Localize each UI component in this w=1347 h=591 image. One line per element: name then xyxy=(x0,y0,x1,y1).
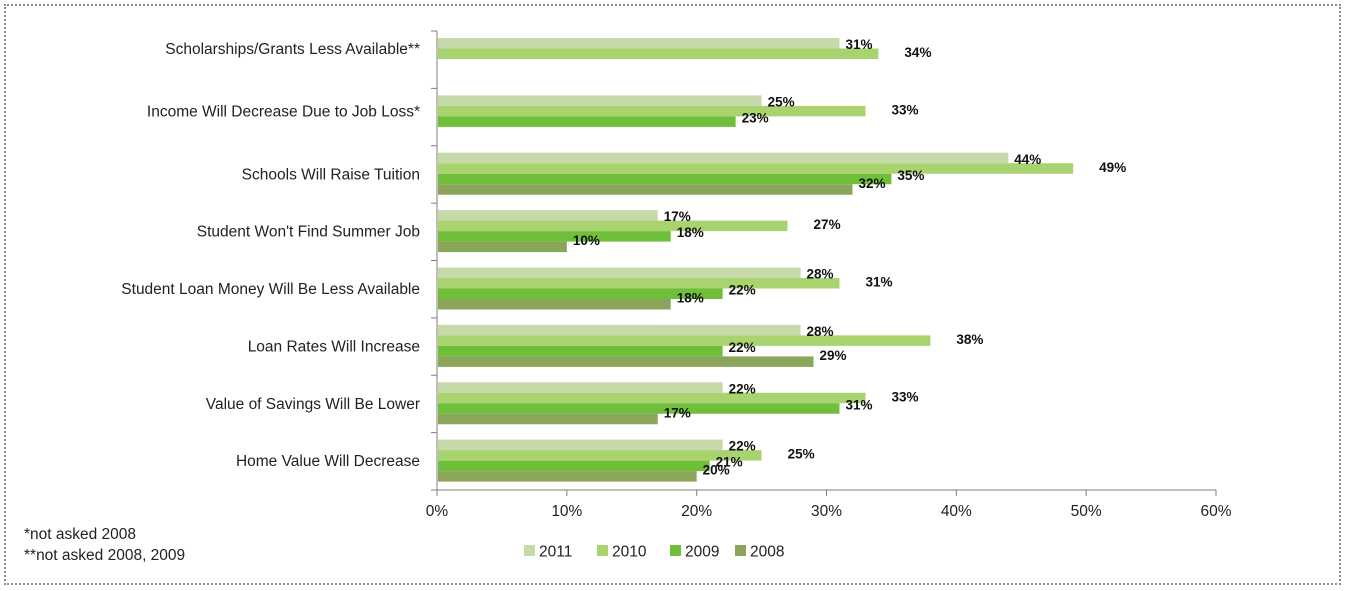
legend-swatch-2009 xyxy=(670,545,681,556)
data-label-2008-home-value-will-decrease: 20% xyxy=(703,463,730,478)
x-tick-label: 40% xyxy=(941,503,972,520)
data-label-2011-student-loan-money-will-be-less-available: 28% xyxy=(807,267,834,282)
data-label-2011-student-won-t-find-summer-job: 17% xyxy=(664,209,691,224)
legend-label-2009: 2009 xyxy=(685,544,719,561)
bar-2010-student-won-t-find-summer-job xyxy=(438,220,788,232)
data-label-2010-student-loan-money-will-be-less-available: 31% xyxy=(865,275,892,290)
data-label-2011-value-of-savings-will-be-lower: 22% xyxy=(729,381,756,396)
bar-2010-value-of-savings-will-be-lower xyxy=(438,392,866,404)
legend-swatch-2011 xyxy=(524,545,535,556)
category-label-student-loan-money-will-be-less-available: Student Loan Money Will Be Less Availabl… xyxy=(121,281,420,298)
bar-2008-home-value-will-decrease xyxy=(438,471,697,482)
data-label-2011-scholarships-grants-less-available: 31% xyxy=(845,37,872,52)
data-label-2009-loan-rates-will-increase: 22% xyxy=(729,340,756,355)
x-tick-label: 0% xyxy=(426,503,449,520)
data-label-2009-income-will-decrease-due-to-job-loss: 23% xyxy=(742,110,769,125)
x-tick-label: 10% xyxy=(551,503,582,520)
category-label-home-value-will-decrease: Home Value Will Decrease xyxy=(236,453,420,470)
bar-2009-student-loan-money-will-be-less-available xyxy=(438,288,723,299)
legend-label-2008: 2008 xyxy=(750,544,784,561)
bar-2011-home-value-will-decrease xyxy=(438,439,723,451)
bar-2009-schools-will-raise-tuition xyxy=(438,173,892,185)
data-label-2009-schools-will-raise-tuition: 35% xyxy=(897,168,924,183)
data-label-2008-value-of-savings-will-be-lower: 17% xyxy=(664,405,691,420)
bar-2010-income-will-decrease-due-to-job-loss xyxy=(438,105,866,117)
category-label-scholarships-grants-less-available: Scholarships/Grants Less Available** xyxy=(165,41,420,58)
bar-2008-schools-will-raise-tuition xyxy=(438,184,853,195)
data-label-2010-student-won-t-find-summer-job: 27% xyxy=(814,217,841,232)
bar-2008-value-of-savings-will-be-lower xyxy=(438,413,658,425)
data-label-2010-schools-will-raise-tuition: 49% xyxy=(1099,160,1126,175)
data-label-2008-loan-rates-will-increase: 29% xyxy=(820,348,847,363)
legend-label-2011: 2011 xyxy=(539,544,572,561)
bar-2010-scholarships-grants-less-available xyxy=(438,48,879,59)
category-label-schools-will-raise-tuition: Schools Will Raise Tuition xyxy=(242,166,420,183)
bar-2009-student-won-t-find-summer-job xyxy=(438,231,671,242)
category-label-value-of-savings-will-be-lower: Value of Savings Will Be Lower xyxy=(206,396,420,413)
data-label-2011-loan-rates-will-increase: 28% xyxy=(807,324,834,339)
category-label-income-will-decrease-due-to-job-loss: Income Will Decrease Due to Job Loss* xyxy=(147,104,420,121)
bar-2008-student-won-t-find-summer-job xyxy=(438,241,567,253)
chart-frame xyxy=(4,4,1341,585)
bar-2009-income-will-decrease-due-to-job-loss xyxy=(438,116,736,127)
bar-2011-loan-rates-will-increase xyxy=(438,324,801,336)
category-label-loan-rates-will-increase: Loan Rates Will Increase xyxy=(248,338,420,355)
bar-2011-student-won-t-find-summer-job xyxy=(438,210,658,221)
bar-2011-student-loan-money-will-be-less-available xyxy=(438,267,801,278)
data-label-2009-student-won-t-find-summer-job: 18% xyxy=(677,225,704,240)
bar-2010-schools-will-raise-tuition xyxy=(438,163,1074,174)
x-tick-label: 30% xyxy=(811,503,842,520)
data-label-2011-schools-will-raise-tuition: 44% xyxy=(1014,152,1041,167)
footnote-2: **not asked 2008, 2009 xyxy=(24,547,186,564)
bar-2008-student-loan-money-will-be-less-available xyxy=(438,299,671,310)
data-label-2009-home-value-will-decrease: 21% xyxy=(716,455,743,470)
data-label-2010-home-value-will-decrease: 25% xyxy=(788,447,815,462)
data-label-2010-value-of-savings-will-be-lower: 33% xyxy=(891,389,918,404)
x-tick-label: 20% xyxy=(681,503,712,520)
data-label-2010-income-will-decrease-due-to-job-loss: 33% xyxy=(891,102,918,117)
legend-swatch-2008 xyxy=(735,545,746,556)
footnotes: *not asked 2008 **not asked 2008, 2009 xyxy=(24,524,185,566)
bar-2009-home-value-will-decrease xyxy=(438,460,710,472)
bar-2010-home-value-will-decrease xyxy=(438,450,762,461)
x-tick-label: 60% xyxy=(1200,503,1231,520)
legend-swatch-2010 xyxy=(597,545,608,556)
data-label-2010-loan-rates-will-increase: 38% xyxy=(956,332,983,347)
bar-2010-student-loan-money-will-be-less-available xyxy=(438,278,840,289)
data-label-2008-schools-will-raise-tuition: 32% xyxy=(858,176,885,191)
data-label-2010-scholarships-grants-less-available: 34% xyxy=(904,45,931,60)
data-label-2009-value-of-savings-will-be-lower: 31% xyxy=(845,397,872,412)
bar-2009-loan-rates-will-increase xyxy=(438,345,723,357)
data-label-2011-home-value-will-decrease: 22% xyxy=(729,439,756,454)
data-label-2008-student-won-t-find-summer-job: 10% xyxy=(573,233,600,248)
bar-2008-loan-rates-will-increase xyxy=(438,356,814,367)
bar-2009-value-of-savings-will-be-lower xyxy=(438,403,840,414)
bar-2010-loan-rates-will-increase xyxy=(438,335,931,346)
bar-2011-income-will-decrease-due-to-job-loss xyxy=(438,95,762,106)
category-label-student-won-t-find-summer-job: Student Won't Find Summer Job xyxy=(197,224,420,241)
data-label-2011-income-will-decrease-due-to-job-loss: 25% xyxy=(768,94,795,109)
bar-2011-schools-will-raise-tuition xyxy=(438,152,1009,164)
bar-2011-value-of-savings-will-be-lower xyxy=(438,382,723,393)
footnote-1: *not asked 2008 xyxy=(24,526,137,543)
data-label-2008-student-loan-money-will-be-less-available: 18% xyxy=(677,291,704,306)
legend-label-2010: 2010 xyxy=(612,544,647,561)
x-tick-label: 50% xyxy=(1071,503,1102,520)
bar-2011-scholarships-grants-less-available xyxy=(438,38,840,49)
data-label-2009-student-loan-money-will-be-less-available: 22% xyxy=(729,283,756,298)
